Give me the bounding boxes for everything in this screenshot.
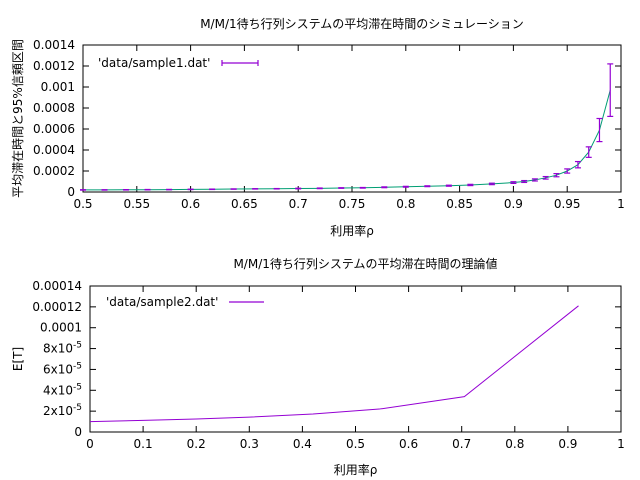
y-tick-exponent: -5 [73,403,82,413]
x-tick-label: 0.7 [452,437,471,451]
chart-1: M/M/1待ち行列システムの平均滞在時間のシミュレーション 0.5 0.55 0.6 0… [11,17,625,238]
x-tick-label: 0.55 [123,197,150,211]
y-axis-label: E[T] [11,347,25,371]
error-bar [488,182,495,186]
error-bar [542,175,549,180]
x-tick-label: 0.1 [134,437,153,451]
y-tick-base: 0.00014 [32,279,82,293]
x-tick-label: 0.5 [346,437,365,451]
x-tick-label: 0.3 [240,437,259,451]
y-tick-label: 6x10-5 [43,361,82,376]
x-tick-label: 1 [617,437,625,451]
y-tick-label: 0 [67,185,75,199]
x-tick-label: 0.9 [504,197,523,211]
x-axis-label: 利用率ρ [334,462,378,477]
y-tick-label: 0.0004 [33,143,75,157]
y-tick-label: 0.00014 [32,279,82,293]
error-bar [607,63,614,118]
legend: 'data/sample1.dat' [98,56,259,70]
y-axis-label: 平均滞在時間と95%信頼区間 [11,39,25,198]
error-bar [564,168,571,174]
y-tick-exponent: -5 [73,361,82,371]
y-tick-base: 6x10 [43,362,73,376]
x-axis-label: 利用率ρ [330,223,374,238]
error-bar [424,185,431,188]
x-tick-label: 0.2 [187,437,206,451]
error-bar [531,178,538,182]
x-tick-label: 0.65 [231,197,258,211]
y-tick-base: 2x10 [43,404,73,418]
error-bar [553,173,560,178]
y-tick-label: 0 [74,425,82,439]
error-bar [521,179,528,184]
error-bar [596,117,603,143]
error-bar [467,183,474,187]
error-bar [316,187,323,190]
y-tick-label: 0.0012 [33,59,75,73]
y-tick-base: 4x10 [43,383,73,397]
x-tick-label: 0.4 [293,437,312,451]
x-tick-label: 0.8 [396,197,415,211]
y-tick-exponent: -5 [73,382,82,392]
y-tick-base: 8x10 [43,342,73,356]
y-tick-base: 0 [74,425,82,439]
chart-title: M/M/1待ち行列システムの平均滞在時間の理論値 [233,256,497,271]
error-bar [402,185,409,188]
x-tick-label: 0.5 [73,197,92,211]
x-tick-label: 0.7 [289,197,308,211]
error-bar [295,187,302,190]
x-tick-label: 0.8 [505,437,524,451]
series-line [89,305,579,423]
error-bar [574,160,581,169]
x-tick-label: 0.85 [446,197,473,211]
y-tick-label: 0.0006 [33,122,75,136]
x-tick-label: 0.9 [558,437,577,451]
y-tick-label: 8x10-5 [43,341,82,356]
y-tick-label: 2x10-5 [43,403,82,418]
legend-label: 'data/sample1.dat' [98,56,210,70]
x-tick-label: 0 [86,437,94,451]
y-tick-label: 0.00012 [32,300,82,314]
chart-title: M/M/1待ち行列システムの平均滞在時間のシミュレーション [200,17,524,31]
x-tick-label: 0.75 [339,197,366,211]
error-bar [381,186,388,189]
legend: 'data/sample2.dat' [106,295,264,309]
y-tick-label: 0.0002 [33,164,75,178]
y-tick-label: 0.0001 [40,321,82,335]
error-bar [359,186,366,189]
x-tick-label: 0.6 [399,437,418,451]
error-bar [445,184,452,187]
y-tick-base: 0.0001 [40,321,82,335]
error-bar [338,187,345,189]
error-bar [585,146,592,158]
chart-2: M/M/1待ち行列システムの平均滞在時間の理論値 0 0.1 0.2 0.3 0.4 0.5… [11,256,625,477]
x-tick-label: 0.6 [181,197,200,211]
error-bar [510,181,517,184]
y-tick-label: 0.001 [41,80,75,94]
y-tick-exponent: -5 [73,341,82,351]
x-tick-label: 0.95 [554,197,581,211]
series-line [83,90,611,191]
x-tick-label: 1 [617,197,625,211]
y-tick-label: 0.0008 [33,101,75,115]
legend-label: 'data/sample2.dat' [106,295,218,309]
y-tick-label: 0.0014 [33,38,75,52]
y-tick-base: 0.00012 [32,300,82,314]
y-tick-label: 4x10-5 [43,382,82,397]
